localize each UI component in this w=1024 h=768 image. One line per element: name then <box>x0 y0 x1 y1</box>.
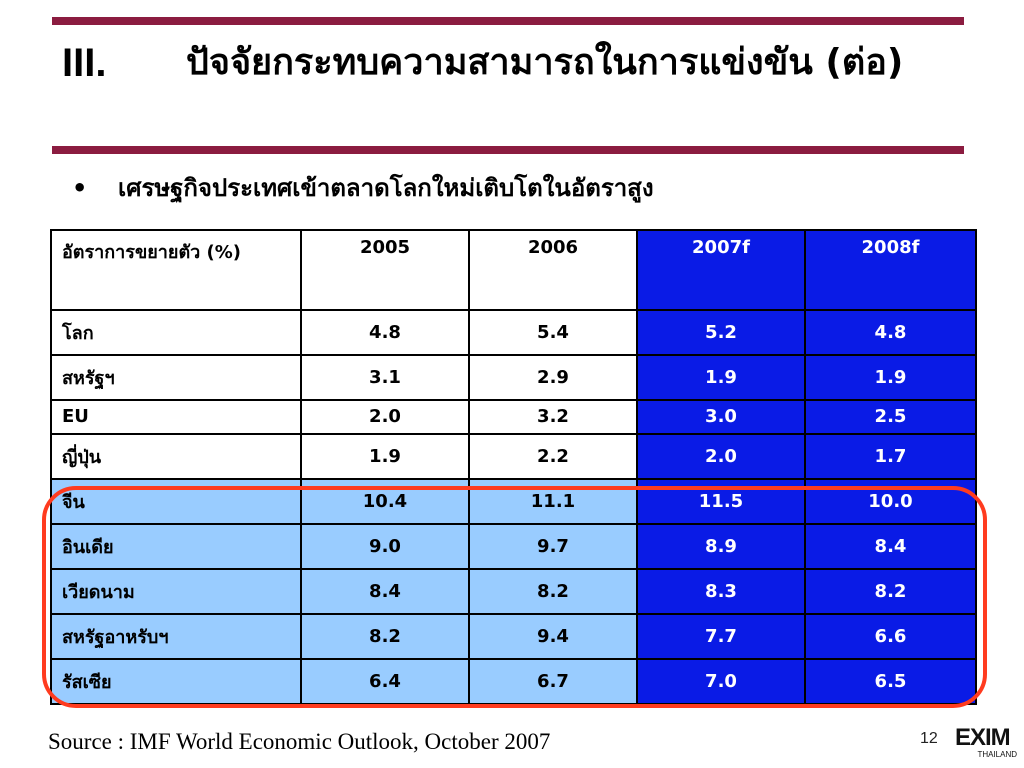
title-rule-top <box>52 17 964 25</box>
table-cell: 10.0 <box>804 477 977 525</box>
table-cell: 3.1 <box>300 354 470 402</box>
bullet-text: เศรษฐกิจประเทศเข้าตลาดโลกใหม่เติบโตในอัต… <box>118 174 654 202</box>
table-cell: 8.2 <box>804 567 977 615</box>
page-number: 12 <box>920 730 938 747</box>
table-cell: 1.9 <box>804 354 977 402</box>
table-cell: 8.4 <box>804 522 977 570</box>
header-cell: 2007f <box>636 229 806 311</box>
table-header-row: อัตราการขยายตัว (%) 2005 2006 2007f 2008… <box>50 229 977 311</box>
slide-title: ปัจจัยกระทบความสามารถในการแข่งขัน (ต่อ) <box>186 42 904 83</box>
table-row: ญี่ปุ่น 1.9 2.2 2.0 1.7 <box>50 432 977 480</box>
table-cell: 5.2 <box>636 308 806 357</box>
logo-subtext: THAILAND <box>977 750 1017 759</box>
row-label: เวียดนาม <box>50 567 302 615</box>
table-cell: 11.5 <box>636 477 806 525</box>
logo-wordmark: EXIM <box>955 724 1011 751</box>
table-row-highlighted: อินเดีย 9.0 9.7 8.9 8.4 <box>50 522 977 570</box>
section-number: III. <box>62 41 107 85</box>
table-cell: 9.0 <box>300 522 470 570</box>
table-cell: 3.2 <box>468 399 638 435</box>
row-label: อินเดีย <box>50 522 302 570</box>
table-row: โลก 4.8 5.4 5.2 4.8 <box>50 308 977 357</box>
table-row-highlighted: เวียดนาม 8.4 8.2 8.3 8.2 <box>50 567 977 615</box>
table-cell: 8.2 <box>468 567 638 615</box>
table-row-highlighted: รัสเซีย 6.4 6.7 7.0 6.5 <box>50 657 977 706</box>
row-label: EU <box>50 399 302 435</box>
header-cell: 2005 <box>300 229 470 311</box>
table-cell: 6.7 <box>468 657 638 706</box>
header-cell: 2006 <box>468 229 638 311</box>
table-cell: 1.9 <box>636 354 806 402</box>
row-label: รัสเซีย <box>50 657 302 706</box>
table-row-highlighted: จีน 10.4 11.1 11.5 10.0 <box>50 477 977 525</box>
table-cell: 8.4 <box>300 567 470 615</box>
bullet-point: • เศรษฐกิจประเทศเข้าตลาดโลกใหม่เติบโตในอั… <box>72 172 654 204</box>
exim-logo: EXIM THAILAND <box>955 726 1021 764</box>
table-cell: 8.3 <box>636 567 806 615</box>
bullet-icon: • <box>72 174 88 202</box>
table-cell: 2.0 <box>300 399 470 435</box>
table-cell: 4.8 <box>300 308 470 357</box>
row-label: จีน <box>50 477 302 525</box>
table-cell: 7.0 <box>636 657 806 706</box>
table-cell: 1.9 <box>300 432 470 480</box>
table-cell: 7.7 <box>636 612 806 660</box>
table-cell: 2.0 <box>636 432 806 480</box>
growth-rate-table: อัตราการขยายตัว (%) 2005 2006 2007f 2008… <box>50 229 977 706</box>
table-row: สหรัฐฯ 3.1 2.9 1.9 1.9 <box>50 354 977 402</box>
table-cell: 8.9 <box>636 522 806 570</box>
table-cell: 2.9 <box>468 354 638 402</box>
table-cell: 2.5 <box>804 399 977 435</box>
source-note: Source : IMF World Economic Outlook, Oct… <box>48 729 551 754</box>
table-cell: 11.1 <box>468 477 638 525</box>
table-cell: 6.5 <box>804 657 977 706</box>
table-cell: 10.4 <box>300 477 470 525</box>
row-label: ญี่ปุ่น <box>50 432 302 480</box>
table-row: EU 2.0 3.2 3.0 2.5 <box>50 399 977 435</box>
row-label: โลก <box>50 308 302 357</box>
table-cell: 6.6 <box>804 612 977 660</box>
title-rule-bottom <box>52 146 964 154</box>
row-label: สหรัฐฯ <box>50 354 302 402</box>
header-cell: อัตราการขยายตัว (%) <box>50 229 302 311</box>
table-cell: 8.2 <box>300 612 470 660</box>
table-cell: 3.0 <box>636 399 806 435</box>
table-cell: 5.4 <box>468 308 638 357</box>
table-row-highlighted: สหรัฐอาหรับฯ 8.2 9.4 7.7 6.6 <box>50 612 977 660</box>
row-label: สหรัฐอาหรับฯ <box>50 612 302 660</box>
table-cell: 2.2 <box>468 432 638 480</box>
table-cell: 4.8 <box>804 308 977 357</box>
table-cell: 6.4 <box>300 657 470 706</box>
table-cell: 9.7 <box>468 522 638 570</box>
header-cell: 2008f <box>804 229 977 311</box>
table-cell: 9.4 <box>468 612 638 660</box>
table-cell: 1.7 <box>804 432 977 480</box>
